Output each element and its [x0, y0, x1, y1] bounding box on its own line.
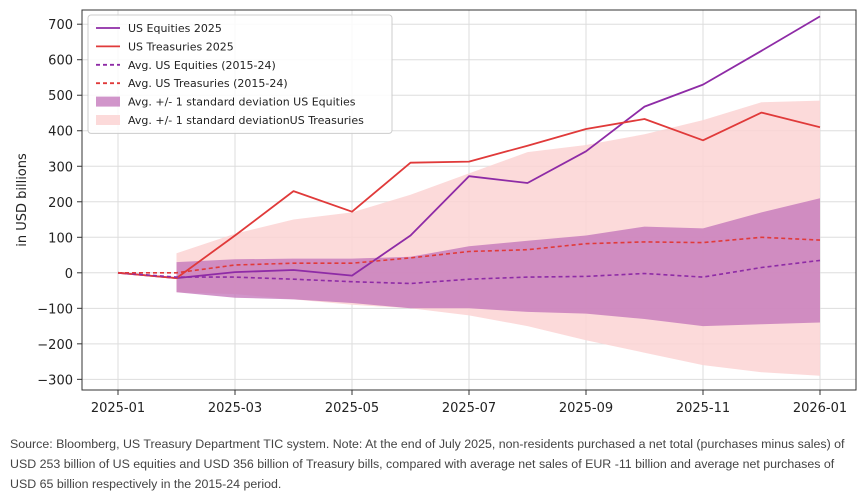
- legend-label: Avg. +/- 1 standard deviation US Equitie…: [128, 96, 356, 109]
- series-lines: [117, 15, 821, 285]
- x-tick-label: 2025-01: [91, 401, 145, 416]
- y-tick-label: 400: [48, 125, 73, 140]
- legend-box: [87, 14, 393, 134]
- y-tick-label: 600: [48, 54, 73, 69]
- y-tick-label: 100: [48, 231, 73, 246]
- x-tick-label: 2025-03: [208, 401, 262, 416]
- y-tick-label: −200: [37, 338, 73, 353]
- chart-area: −300 −200 −100 0 100 200 300 400 500 600 700 2025-…: [15, 9, 857, 416]
- x-tick-label: 2026-01: [793, 401, 847, 416]
- y-tick-label: 300: [48, 160, 73, 175]
- x-tick-label: 2025-11: [676, 401, 730, 416]
- y-tick-label: 700: [48, 18, 73, 33]
- std-dev-band: [176, 198, 820, 327]
- avg-series-line: [118, 236, 821, 274]
- x-tick-label: 2025-05: [325, 401, 379, 416]
- legend-label: Avg. US Equities (2015-24): [128, 59, 276, 72]
- legend: US Equities 2025 US Treasuries 2025 Avg. U…: [87, 14, 393, 134]
- y-tick-label: −300: [37, 373, 73, 388]
- legend-band-swatch: [96, 115, 120, 125]
- series-line: [117, 15, 821, 280]
- std-dev-bands: [176, 100, 820, 376]
- x-axis-ticks: 2025-01 2025-03 2025-05 2025-07 2025-09 2025-…: [91, 390, 847, 416]
- legend-band-swatch: [96, 96, 120, 107]
- y-tick-label: 0: [65, 267, 73, 282]
- x-tick-label: 2025-07: [442, 401, 496, 416]
- series-line: [117, 111, 821, 280]
- legend-label: Avg. US Treasuries (2015-24): [128, 77, 288, 90]
- x-tick-label: 2025-09: [559, 401, 613, 416]
- y-axis-ticks: −300 −200 −100 0 100 200 300 400 500 600 700: [37, 18, 82, 388]
- avg-series-line: [117, 259, 821, 285]
- y-axis-label: in USD billions: [15, 153, 30, 247]
- y-tick-label: 200: [48, 196, 73, 211]
- source-note: Source: Bloomberg, US Treasury Departmen…: [10, 437, 845, 491]
- legend-label: US Treasuries 2025: [128, 40, 234, 53]
- legend-label: Avg. +/- 1 standard deviationUS Treasuri…: [128, 114, 364, 127]
- y-tick-label: −100: [37, 302, 73, 317]
- legend-label: US Equities 2025: [128, 22, 222, 35]
- y-tick-label: 500: [48, 89, 73, 104]
- line-chart: −300 −200 −100 0 100 200 300 400 500 600 700 2025-…: [15, 9, 857, 416]
